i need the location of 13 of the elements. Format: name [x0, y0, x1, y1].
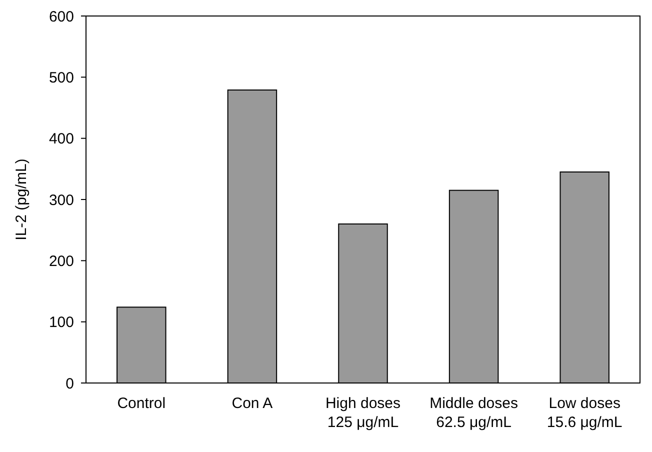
x-tick-label: Control — [117, 395, 166, 412]
y-tick-label: 100 — [48, 314, 74, 332]
x-tick-label: Middle doses 62.5 μg/mL — [430, 395, 518, 431]
y-axis-title: IL-2 (pg/mL) — [13, 158, 30, 240]
y-tick-label: 200 — [48, 252, 74, 270]
x-tick-label: Con A — [232, 395, 273, 412]
x-tick-label: Low doses 15.6 μg/mL — [546, 395, 622, 431]
y-tick-label: 300 — [48, 192, 74, 209]
y-tick-label: 400 — [48, 130, 74, 148]
y-tick-label: 600 — [48, 8, 74, 26]
y-tick-label: 500 — [48, 69, 74, 86]
x-tick-label: High doses 125 μg/mL — [325, 395, 401, 431]
y-tick-label: 0 — [66, 375, 74, 392]
